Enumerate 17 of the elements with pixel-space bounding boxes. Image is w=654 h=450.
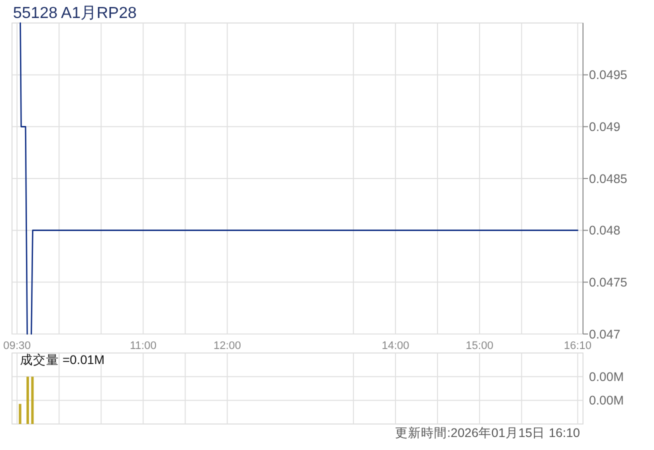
y-tick-label: 0.0495	[589, 68, 628, 82]
text: 更新時間:2026年01月15日 16:10	[395, 426, 580, 440]
x-tick-label: 11:00	[130, 340, 157, 352]
y-tick-label: 0.00M	[589, 394, 624, 408]
y-tick-label: 0.049	[589, 120, 620, 134]
x-tick-label: 15:00	[466, 340, 494, 352]
y-tick-label: 0.048	[589, 224, 620, 238]
x-tick-label: 14:00	[382, 340, 410, 352]
y-tick-label: 0.047	[589, 327, 620, 342]
chart-title: 成交量 =0.01M	[20, 352, 105, 367]
y-tick-label: 0.0485	[589, 172, 628, 186]
x-tick-label: 09:30	[3, 340, 31, 352]
x-tick-label: 16:10	[564, 340, 592, 352]
chart-title: 55128 A1月RP28	[13, 5, 137, 22]
y-tick-label: 0.00M	[589, 370, 624, 384]
y-tick-label: 0.0475	[589, 276, 628, 290]
x-tick-label: 12:00	[214, 340, 242, 352]
